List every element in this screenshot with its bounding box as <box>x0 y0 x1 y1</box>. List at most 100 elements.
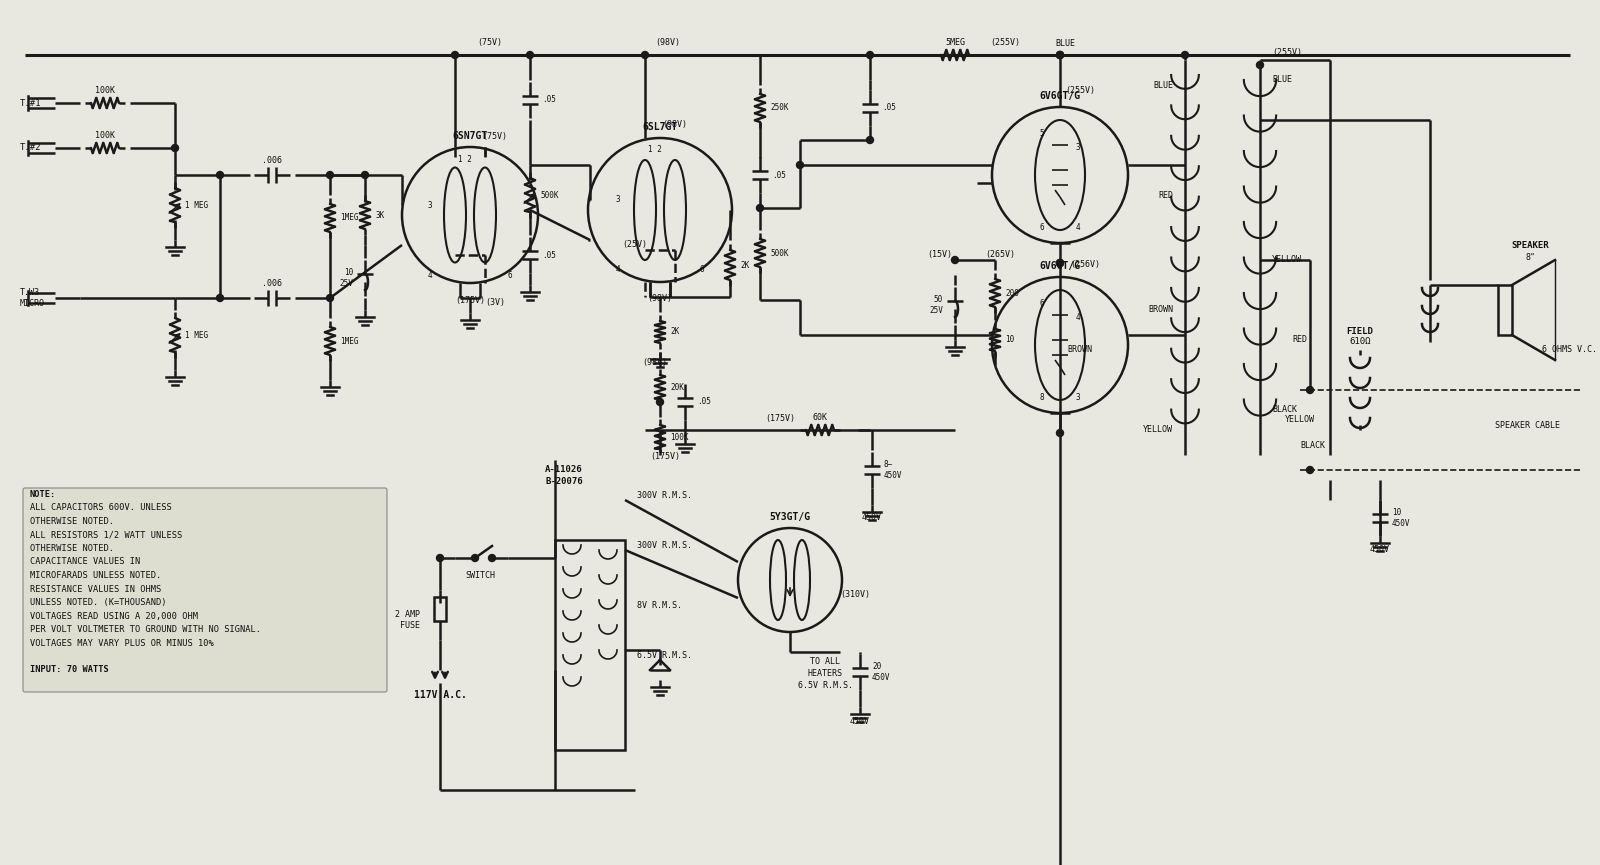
Text: 6: 6 <box>507 271 512 279</box>
Text: .05: .05 <box>771 170 786 180</box>
Circle shape <box>797 162 803 169</box>
Text: 6: 6 <box>1040 298 1045 307</box>
Text: (175V): (175V) <box>765 413 795 422</box>
Circle shape <box>867 137 874 144</box>
Text: NOTE:: NOTE: <box>30 490 56 499</box>
Text: SPEAKER CABLE: SPEAKER CABLE <box>1494 420 1560 430</box>
Text: 6: 6 <box>699 266 704 274</box>
Circle shape <box>216 171 224 178</box>
Text: BLUE: BLUE <box>1272 75 1293 85</box>
Text: (3V): (3V) <box>485 298 506 307</box>
Text: VOLTAGES MAY VARY PLUS OR MINUS 10%: VOLTAGES MAY VARY PLUS OR MINUS 10% <box>30 638 214 648</box>
Text: 1MEG: 1MEG <box>339 336 358 345</box>
Text: 1 MEG: 1 MEG <box>186 330 208 339</box>
Bar <box>434 597 446 621</box>
Text: 8": 8" <box>1525 253 1534 262</box>
Text: 6: 6 <box>1040 222 1045 232</box>
Text: 3K: 3K <box>374 210 384 220</box>
Circle shape <box>362 171 368 178</box>
Text: BLACK: BLACK <box>1299 440 1325 450</box>
Circle shape <box>488 554 496 561</box>
Circle shape <box>1307 387 1314 394</box>
Circle shape <box>526 52 533 59</box>
Text: B-20076: B-20076 <box>546 477 582 486</box>
Text: RED: RED <box>1158 190 1173 200</box>
Text: 8: 8 <box>1040 393 1045 401</box>
Text: 6SN7GT: 6SN7GT <box>453 131 488 141</box>
Text: 3: 3 <box>1075 393 1080 401</box>
Circle shape <box>1056 430 1064 437</box>
Circle shape <box>1256 61 1264 68</box>
Circle shape <box>171 144 179 151</box>
Text: 200: 200 <box>1005 289 1019 298</box>
Text: (256V): (256V) <box>1070 260 1101 270</box>
Text: HEATERS: HEATERS <box>808 670 843 678</box>
Text: OTHERWISE NOTED.: OTHERWISE NOTED. <box>30 517 114 526</box>
Text: (255V): (255V) <box>1272 48 1302 56</box>
Text: (75V): (75V) <box>483 132 507 142</box>
Text: PER VOLT VOLTMETER TO GROUND WITH NO SIGNAL.: PER VOLT VOLTMETER TO GROUND WITH NO SIG… <box>30 625 261 634</box>
Text: 100K: 100K <box>670 432 688 441</box>
Text: .05: .05 <box>882 104 896 112</box>
Text: YELLOW: YELLOW <box>1142 426 1173 434</box>
Text: INPUT: 70 WATTS: INPUT: 70 WATTS <box>30 665 109 675</box>
Bar <box>1498 285 1512 335</box>
Circle shape <box>1056 52 1064 59</box>
Text: 6V6GT/G: 6V6GT/G <box>1040 261 1080 271</box>
Text: 4: 4 <box>1075 222 1080 232</box>
Circle shape <box>472 554 478 561</box>
Text: 6V6GT/G: 6V6GT/G <box>1040 91 1080 101</box>
Text: 3: 3 <box>1075 143 1080 151</box>
Text: .006: .006 <box>262 156 282 165</box>
Text: 610Ω: 610Ω <box>1349 337 1371 347</box>
Text: VOLTAGES READ USING A 20,000 OHM: VOLTAGES READ USING A 20,000 OHM <box>30 612 198 620</box>
Text: 20K: 20K <box>670 382 683 392</box>
Text: (98V): (98V) <box>648 293 672 303</box>
Text: 500K: 500K <box>770 248 789 258</box>
Text: 4: 4 <box>1075 312 1080 322</box>
Text: 250K: 250K <box>770 104 789 112</box>
Text: 8−
450V: 8− 450V <box>883 460 902 480</box>
Circle shape <box>1307 466 1314 473</box>
Text: 2K: 2K <box>670 328 680 336</box>
Text: 6.5V R.M.S.: 6.5V R.M.S. <box>637 650 691 659</box>
Circle shape <box>656 399 664 406</box>
Text: 5: 5 <box>1040 129 1045 138</box>
Text: 300V R.M.S.: 300V R.M.S. <box>637 490 691 499</box>
Text: MICROFARADS UNLESS NOTED.: MICROFARADS UNLESS NOTED. <box>30 571 162 580</box>
Text: 5Y3GT/G: 5Y3GT/G <box>770 512 811 522</box>
Text: BLUE: BLUE <box>1154 80 1173 89</box>
Text: (175V): (175V) <box>454 296 485 304</box>
Circle shape <box>326 294 333 302</box>
Text: BROWN: BROWN <box>1067 345 1093 355</box>
Text: 500K: 500K <box>541 190 558 200</box>
Circle shape <box>1056 52 1064 59</box>
Text: .006: .006 <box>262 279 282 288</box>
Text: TO ALL: TO ALL <box>810 657 840 667</box>
Text: 6 OHMS V.C.: 6 OHMS V.C. <box>1542 345 1597 355</box>
Text: 450V: 450V <box>1370 546 1390 554</box>
Text: .05: .05 <box>542 95 555 105</box>
Text: 4: 4 <box>616 266 621 274</box>
Circle shape <box>1181 52 1189 59</box>
Text: 100K: 100K <box>94 86 115 95</box>
Text: 450V: 450V <box>850 717 870 727</box>
Text: 60K: 60K <box>813 413 827 422</box>
Text: ALL RESISTORS 1/2 WATT UNLESS: ALL RESISTORS 1/2 WATT UNLESS <box>30 530 182 540</box>
Circle shape <box>216 294 224 302</box>
Text: BROWN: BROWN <box>1149 305 1173 315</box>
Text: 450V: 450V <box>862 514 882 522</box>
Text: (75V): (75V) <box>477 39 502 48</box>
Circle shape <box>451 52 459 59</box>
Text: (15V): (15V) <box>928 251 952 260</box>
Text: 3: 3 <box>616 195 621 204</box>
Circle shape <box>1056 260 1064 266</box>
Text: 50
25V: 50 25V <box>930 295 942 315</box>
Text: (98V): (98V) <box>643 357 667 367</box>
Text: YELLOW: YELLOW <box>1285 415 1315 425</box>
Bar <box>555 540 626 750</box>
Text: 1 2: 1 2 <box>458 156 472 164</box>
Text: YELLOW: YELLOW <box>1272 255 1302 265</box>
Circle shape <box>867 52 874 59</box>
Text: (255V): (255V) <box>990 39 1021 48</box>
